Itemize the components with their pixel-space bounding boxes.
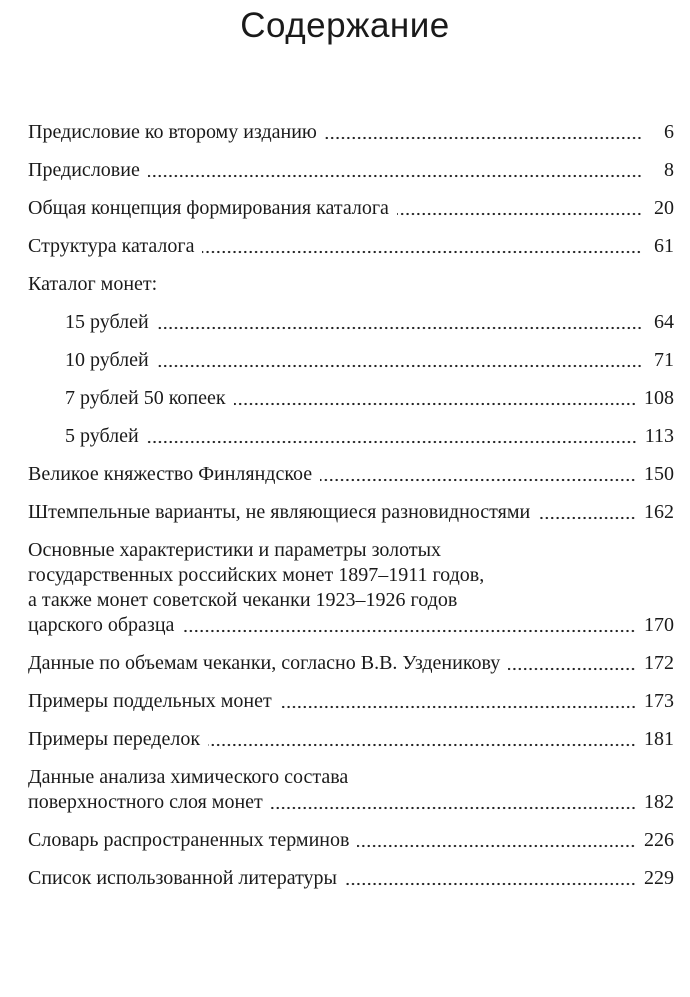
toc-entry[interactable]: Общая концепция формирования каталога 20: [28, 196, 674, 221]
toc-page-number: 113: [644, 425, 674, 447]
page-title: Содержание: [240, 6, 450, 45]
toc-entry[interactable]: Штемпельные варианты, не являющиеся разн…: [28, 500, 674, 525]
toc-entry[interactable]: Данные по объемам чеканки, согласно В.В.…: [28, 651, 674, 676]
toc-entry-title: Общая концепция формирования каталога: [28, 197, 389, 219]
toc-page-number: 173: [644, 690, 674, 712]
dot-leader: [279, 705, 636, 709]
toc-entry-title: 15 рублей: [65, 311, 149, 333]
toc-entry[interactable]: Каталог монет:: [28, 272, 674, 297]
toc-entry[interactable]: Предисловие 8: [28, 158, 674, 183]
dot-leader: [208, 743, 636, 747]
dot-leader: [202, 250, 642, 254]
toc-entry-title: Данные по объемам чеканки, согласно В.В.…: [28, 652, 501, 674]
toc-page-number: 229: [644, 867, 674, 889]
dot-leader: [270, 806, 636, 810]
toc-entry[interactable]: Великое княжество Финляндское 150: [28, 462, 674, 487]
dot-leader: [324, 136, 642, 140]
toc-entry[interactable]: 7 рублей 50 копеек 108: [28, 386, 674, 411]
toc-page-number: 170: [644, 614, 674, 636]
toc-entry-title: 10 рублей: [65, 349, 149, 371]
dot-leader: [538, 516, 636, 520]
toc-entry[interactable]: 10 рублей 71: [28, 348, 674, 373]
toc-page-number: 71: [654, 349, 674, 371]
toc-entry-title: Штемпельные варианты, не являющиеся разн…: [28, 501, 531, 523]
toc-page-number: 6: [664, 121, 674, 143]
toc-entry[interactable]: Список использованной литературы 229: [28, 866, 674, 891]
dot-leader: [396, 212, 642, 216]
toc-entry[interactable]: Основные характеристики и параметры золо…: [28, 538, 674, 638]
dot-leader: [182, 629, 636, 633]
toc-entry-title: Каталог монет:: [28, 273, 158, 295]
toc-entry-title: Словарь распространенных терминов: [28, 829, 350, 851]
toc-page-number: 226: [644, 829, 674, 851]
toc-entry[interactable]: Структура каталога 61: [28, 234, 674, 259]
toc-entry-title: 7 рублей 50 копеек: [65, 387, 226, 409]
toc-entry-title: а также монет советской чеканки 1923–192…: [28, 589, 458, 611]
dot-leader: [344, 882, 636, 886]
toc-entry[interactable]: 5 рублей 113: [28, 424, 674, 449]
toc-entry[interactable]: Данные анализа химического состава поверх…: [28, 765, 674, 815]
toc-entry-title: Примеры переделок: [28, 728, 201, 750]
toc-entry-title: Структура каталога: [28, 235, 195, 257]
toc-entry-title: Примеры поддельных монет: [28, 690, 272, 712]
toc-entry-title: царского образца: [28, 614, 175, 636]
toc-page-number: 8: [664, 159, 674, 181]
toc-entry-title: Основные характеристики и параметры золо…: [28, 539, 442, 561]
toc-page-number: 64: [654, 311, 674, 333]
dot-leader: [357, 844, 636, 848]
toc-entry-title: поверхностного слоя монет: [28, 791, 263, 813]
dot-leader: [233, 402, 636, 406]
toc-entry-title: Предисловие ко второму изданию: [28, 121, 317, 143]
toc-page-number: 61: [654, 235, 674, 257]
toc-entry[interactable]: 15 рублей 64: [28, 310, 674, 335]
dot-leader: [156, 326, 642, 330]
toc-page-number: 162: [644, 501, 674, 523]
dot-leader: [147, 174, 642, 178]
toc-page-number: 150: [644, 463, 674, 485]
dot-leader: [146, 440, 637, 444]
toc-entry-title: Великое княжество Финляндское: [28, 463, 313, 485]
toc-entry-title: Предисловие: [28, 159, 140, 181]
toc-entry-title: 5 рублей: [65, 425, 139, 447]
toc-entry[interactable]: Примеры переделок 181: [28, 727, 674, 752]
toc-page-number: 20: [654, 197, 674, 219]
toc-page-number: 181: [644, 728, 674, 750]
table-of-contents: Предисловие ко второму изданию 6 Предислов…: [28, 120, 674, 904]
dot-leader: [320, 478, 636, 482]
toc-entry-title: Список использованной литературы: [28, 867, 337, 889]
dot-leader: [508, 667, 636, 671]
toc-entry[interactable]: Словарь распространенных терминов 226: [28, 828, 674, 853]
toc-page-number: 108: [644, 387, 674, 409]
toc-entry[interactable]: Примеры поддельных монет 173: [28, 689, 674, 714]
toc-entry-title: Данные анализа химического состава: [28, 766, 349, 788]
toc-entry[interactable]: Предисловие ко второму изданию 6: [28, 120, 674, 145]
toc-entry-title: государственных российских монет 1897–19…: [28, 564, 485, 586]
toc-page-number: 172: [644, 652, 674, 674]
dot-leader: [156, 364, 642, 368]
toc-page-number: 182: [644, 791, 674, 813]
